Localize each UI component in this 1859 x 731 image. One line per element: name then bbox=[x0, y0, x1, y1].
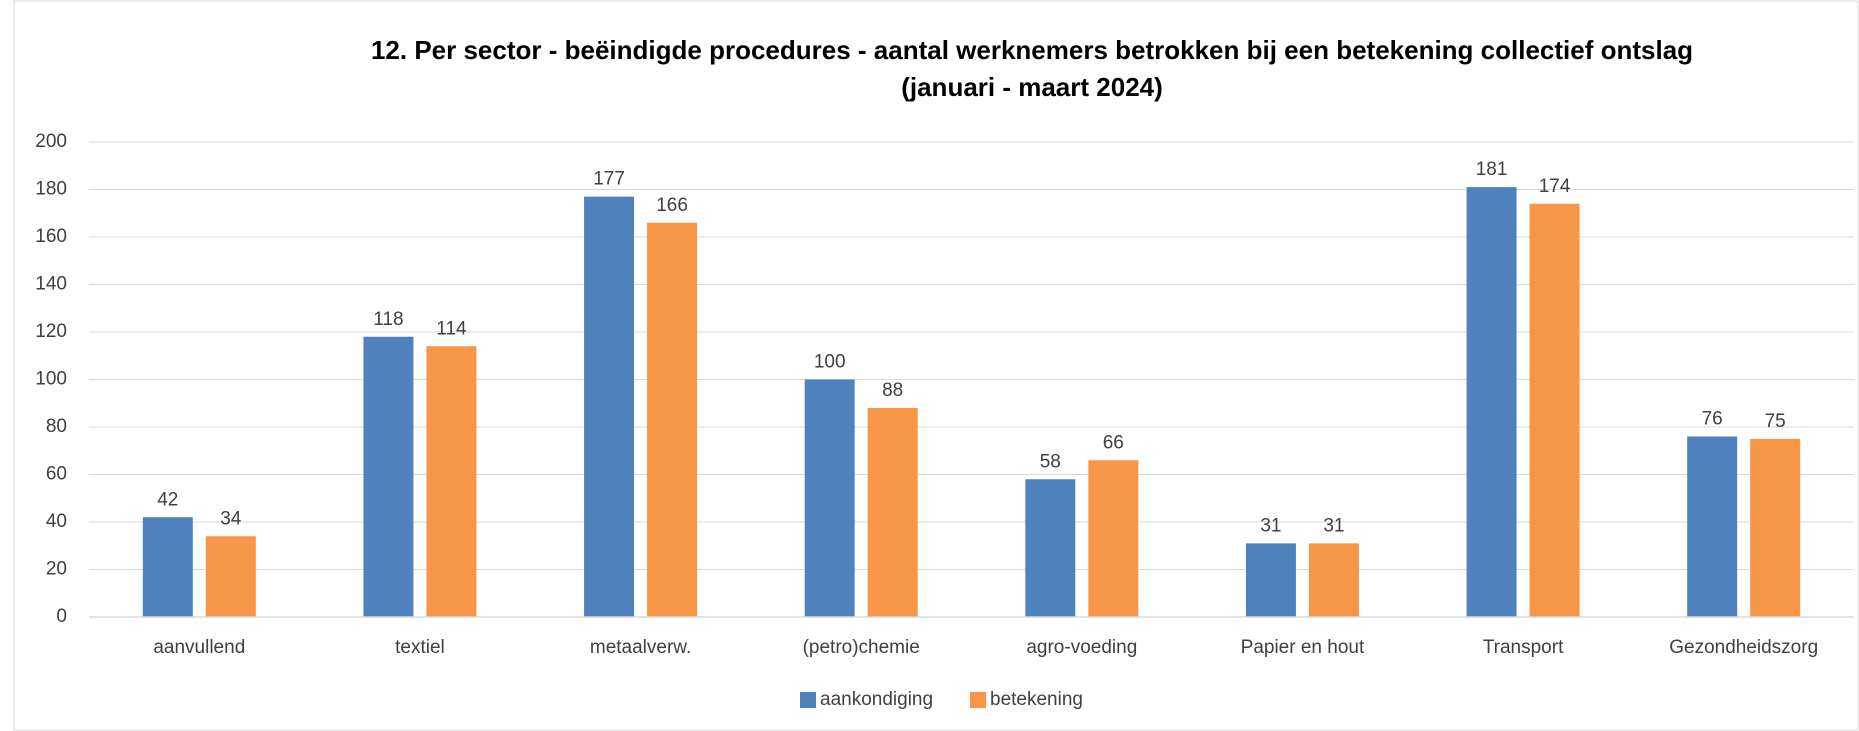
y-tick-label: 120 bbox=[35, 321, 67, 342]
bar bbox=[867, 408, 918, 617]
bar bbox=[1025, 479, 1076, 617]
data-label: 31 bbox=[1260, 515, 1281, 536]
data-label: 118 bbox=[373, 309, 403, 330]
bar bbox=[1529, 203, 1580, 617]
bar bbox=[1750, 438, 1801, 617]
y-tick-label: 180 bbox=[35, 179, 67, 200]
y-tick-label: 160 bbox=[35, 226, 67, 247]
bar bbox=[1466, 187, 1517, 617]
bar bbox=[1245, 543, 1296, 617]
bar bbox=[1308, 543, 1359, 617]
x-tick-label: Gezondheidszorg bbox=[1669, 637, 1818, 658]
x-tick-label: metaalverw. bbox=[590, 637, 691, 658]
x-tick-label: textiel bbox=[395, 637, 445, 658]
y-tick-label: 80 bbox=[46, 416, 67, 437]
data-label: 114 bbox=[436, 318, 467, 339]
legend-swatch bbox=[800, 692, 816, 708]
y-tick-label: 100 bbox=[35, 369, 67, 390]
bar bbox=[584, 196, 635, 617]
x-tick-label: Transport bbox=[1483, 637, 1564, 658]
y-tick-label: 140 bbox=[35, 274, 67, 295]
bar bbox=[804, 379, 855, 617]
data-label: 75 bbox=[1765, 411, 1786, 432]
bar bbox=[426, 346, 477, 617]
data-label: 76 bbox=[1702, 409, 1723, 430]
bar bbox=[363, 336, 414, 617]
bar bbox=[1088, 460, 1139, 617]
x-tick-label: (petro)chemie bbox=[803, 637, 920, 658]
chart-frame bbox=[13, 0, 1859, 731]
bar bbox=[647, 222, 698, 617]
data-label: 181 bbox=[1476, 159, 1508, 180]
y-tick-label: 0 bbox=[56, 606, 67, 627]
data-label: 174 bbox=[1539, 176, 1571, 197]
data-label: 166 bbox=[656, 195, 688, 216]
y-tick-label: 40 bbox=[46, 511, 67, 532]
data-label: 100 bbox=[814, 352, 846, 373]
data-label: 88 bbox=[882, 380, 903, 401]
legend-label: betekening bbox=[990, 689, 1083, 710]
x-tick-label: aanvullend bbox=[153, 637, 245, 658]
y-tick-label: 60 bbox=[46, 464, 67, 485]
bar bbox=[142, 517, 193, 617]
legend-label: aankondiging bbox=[820, 689, 933, 710]
data-label: 66 bbox=[1103, 432, 1124, 453]
chart-subtitle: (januari - maart 2024) bbox=[901, 72, 1163, 102]
data-label: 31 bbox=[1323, 515, 1344, 536]
data-label: 177 bbox=[593, 169, 625, 190]
y-tick-label: 20 bbox=[46, 559, 67, 580]
x-tick-label: agro-voeding bbox=[1026, 637, 1137, 658]
data-label: 42 bbox=[157, 489, 178, 510]
chart-title: 12. Per sector - beëindigde procedures -… bbox=[371, 35, 1693, 65]
bar bbox=[1687, 436, 1738, 617]
bar bbox=[205, 536, 256, 617]
data-label: 58 bbox=[1040, 451, 1061, 472]
x-tick-label: Papier en hout bbox=[1241, 637, 1365, 658]
legend-swatch bbox=[970, 692, 986, 708]
data-label: 34 bbox=[220, 508, 242, 529]
y-tick-label: 200 bbox=[35, 131, 67, 152]
